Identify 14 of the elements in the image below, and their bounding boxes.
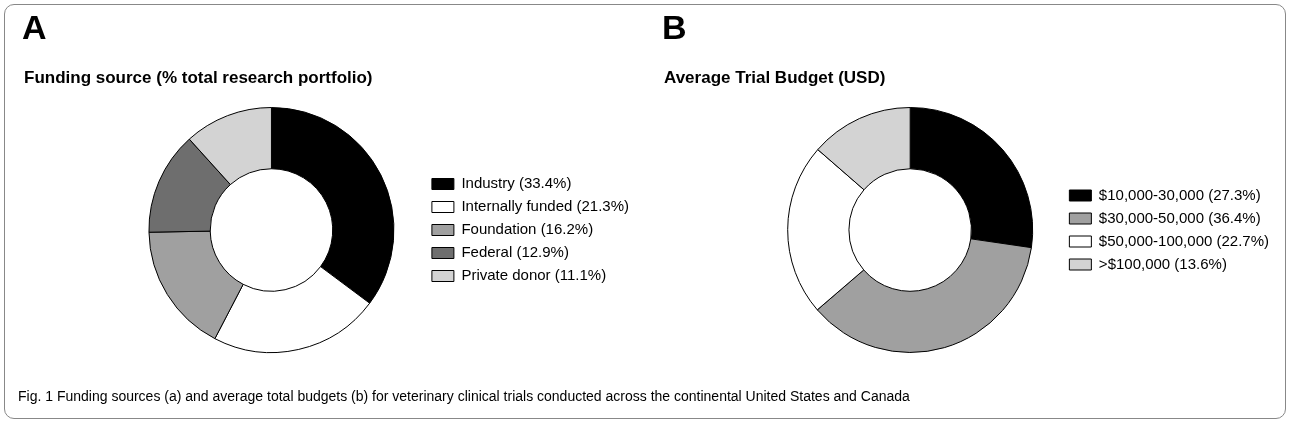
caption: Fig. 1 Funding sources (a) and average total budgets (b) for veterinary clinical trials conducted across the continental United States and Canada xyxy=(18,388,910,404)
legend-label: Foundation (16.2%) xyxy=(461,220,594,238)
legend-label: Federal (12.9%) xyxy=(461,243,569,261)
legend-label: Industry (33.4%) xyxy=(461,174,572,192)
legend-label: Private donor (11.1%) xyxy=(461,266,607,284)
chart-title: Average Trial Budget (USD) xyxy=(664,68,886,88)
legend-label: $50,000-100,000 (22.7%) xyxy=(1098,231,1270,249)
legend-label: $10,000-30,000 (27.3%) xyxy=(1098,185,1261,203)
chart-title: Funding source (% total research portfolio) xyxy=(24,68,373,88)
legend-label: $30,000-50,000 (36.4%) xyxy=(1098,208,1261,226)
legend-label: Internally funded (21.3%) xyxy=(461,197,630,215)
legend-label: >$100,000 (13.6%) xyxy=(1098,254,1227,272)
text: B xyxy=(662,8,687,47)
text: A xyxy=(22,8,47,47)
